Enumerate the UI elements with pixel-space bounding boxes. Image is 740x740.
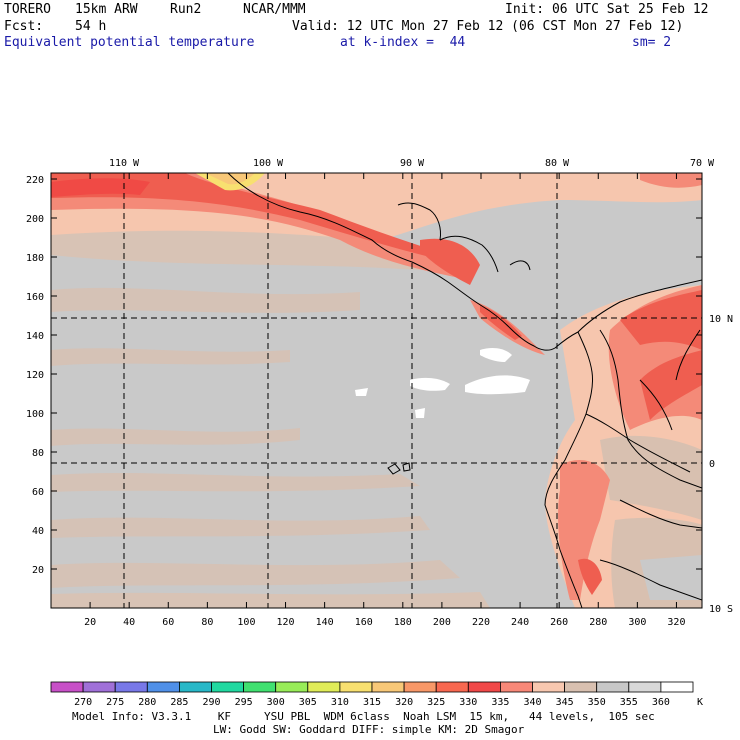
map-frame xyxy=(50,172,703,609)
colorbar-swatch xyxy=(275,681,309,693)
colorbar-swatch xyxy=(596,681,630,693)
lat-label-0: 0 xyxy=(709,459,715,470)
x-tick-label: 260 xyxy=(550,617,568,628)
x-tick-label: 60 xyxy=(162,617,174,628)
colorbar-swatch xyxy=(628,681,662,693)
x-tick-label: 160 xyxy=(355,617,373,628)
lat-label-10s: 10 S xyxy=(709,604,733,615)
colorbar-swatch xyxy=(211,681,244,693)
colorbar-label: 325 xyxy=(427,697,445,708)
colorbar-label: 270 xyxy=(74,697,92,708)
colorbar-swatch xyxy=(114,681,148,693)
lon-label-80w: 80 W xyxy=(545,158,570,169)
model-org: NCAR/MMM xyxy=(243,2,306,17)
x-tick-label: 280 xyxy=(589,617,607,628)
y-tick-label: 20 xyxy=(32,565,44,576)
colorbar-swatch xyxy=(82,681,116,693)
colorbar-swatch xyxy=(532,681,565,693)
model-resolution: 15km ARW xyxy=(75,2,138,17)
lon-label-100w: 100 W xyxy=(253,158,284,169)
y-tick-label: 200 xyxy=(26,214,44,225)
colorbar-label: 275 xyxy=(106,697,124,708)
colorbar-unit: K xyxy=(697,697,703,708)
x-tick-label: 20 xyxy=(84,617,96,628)
model-name: TORERO xyxy=(4,2,51,17)
colorbar-swatch xyxy=(178,681,212,693)
lon-label-110w: 110 W xyxy=(109,158,140,169)
field-name: Equivalent potential temperature xyxy=(4,35,255,50)
colorbar-label: 290 xyxy=(202,697,220,708)
valid-time: Valid: 12 UTC Mon 27 Feb 12 (06 CST Mon … xyxy=(292,19,684,34)
colorbar-swatch xyxy=(339,681,373,693)
level-info: at k-index = 44 xyxy=(340,35,466,50)
colorbar-label: 330 xyxy=(459,697,477,708)
y-axis-labels: 20 40 60 80 100 120 140 160 180 200 220 xyxy=(26,175,44,576)
colorbar-label: 315 xyxy=(363,697,381,708)
x-tick-label: 300 xyxy=(628,617,646,628)
graticule xyxy=(51,173,702,608)
colorbar-label: 300 xyxy=(267,697,285,708)
y-tick-label: 180 xyxy=(26,253,44,264)
x-tick-label: 180 xyxy=(394,617,412,628)
latitude-labels: 10 N 0 10 S xyxy=(709,314,733,615)
equivalent-potential-temperature-field xyxy=(51,173,702,608)
smoothing-info: sm= 2 xyxy=(632,35,672,50)
colorbar-label: 340 xyxy=(523,697,541,708)
y-tick-label: 100 xyxy=(26,409,44,420)
x-tick-label: 40 xyxy=(123,617,135,628)
x-tick-label: 320 xyxy=(667,617,685,628)
y-tick-label: 60 xyxy=(32,487,44,498)
axis-ticks xyxy=(51,173,702,608)
colorbar-swatch xyxy=(660,681,694,693)
forecast-hour: 54 h xyxy=(75,19,107,34)
model-info: Model Info: V3.3.1 KF YSU PBL WDM 6class… xyxy=(72,710,655,723)
colorbar-swatch xyxy=(499,681,533,693)
lon-label-90w: 90 W xyxy=(400,158,425,169)
colorbar-swatch xyxy=(564,681,598,693)
colorbar-label: 280 xyxy=(138,697,156,708)
colorbar-swatch xyxy=(371,681,405,693)
y-tick-label: 40 xyxy=(32,526,44,537)
lon-label-70w: 70 W xyxy=(690,158,715,169)
colorbar-label: 355 xyxy=(620,697,638,708)
x-tick-label: 240 xyxy=(511,617,529,628)
lat-label-10n: 10 N xyxy=(709,314,733,325)
colorbar-swatch xyxy=(146,681,180,693)
init-time: Init: 06 UTC Sat 25 Feb 12 xyxy=(505,2,709,17)
colorbar-swatch xyxy=(307,681,341,693)
colorbar-label: 335 xyxy=(491,697,509,708)
colorbar-swatch xyxy=(467,681,501,693)
y-tick-label: 220 xyxy=(26,175,44,186)
x-tick-label: 80 xyxy=(201,617,213,628)
colorbar: 270 275 280 285 290 295 300 305 310 315 320 325 330 3… xyxy=(50,681,694,708)
colorbar-label: 285 xyxy=(170,697,188,708)
x-tick-label: 200 xyxy=(433,617,451,628)
longitude-labels: 110 W 100 W 90 W 80 W 70 W xyxy=(109,158,715,169)
colorbar-label: 350 xyxy=(588,697,606,708)
colorbar-label: 320 xyxy=(395,697,413,708)
x-tick-label: 140 xyxy=(316,617,334,628)
x-tick-label: 120 xyxy=(277,617,295,628)
colorbar-label: 310 xyxy=(331,697,349,708)
colorbar-swatch xyxy=(50,681,84,693)
colorbar-label: 360 xyxy=(652,697,670,708)
coastline-outline xyxy=(227,173,702,608)
colorbar-label: 345 xyxy=(556,697,574,708)
forecast-label: Fcst: xyxy=(4,19,44,34)
y-tick-label: 80 xyxy=(32,448,44,459)
colorbar-swatch xyxy=(403,681,437,693)
colorbar-swatch xyxy=(435,681,469,693)
model-physics: LW: Godd SW: Goddard DIFF: simple KM: 2D… xyxy=(213,723,525,736)
x-tick-label: 100 xyxy=(237,617,255,628)
x-tick-label: 220 xyxy=(472,617,490,628)
colorbar-swatch xyxy=(243,681,277,693)
x-axis-labels: 20 40 60 80 100 120 140 160 180 200 220 240 260 280 30… xyxy=(84,617,685,628)
colorbar-label: 305 xyxy=(299,697,317,708)
y-tick-label: 140 xyxy=(26,331,44,342)
model-run: Run2 xyxy=(170,2,202,17)
colorbar-label: 295 xyxy=(235,697,253,708)
y-tick-label: 160 xyxy=(26,292,44,303)
y-tick-label: 120 xyxy=(26,370,44,381)
